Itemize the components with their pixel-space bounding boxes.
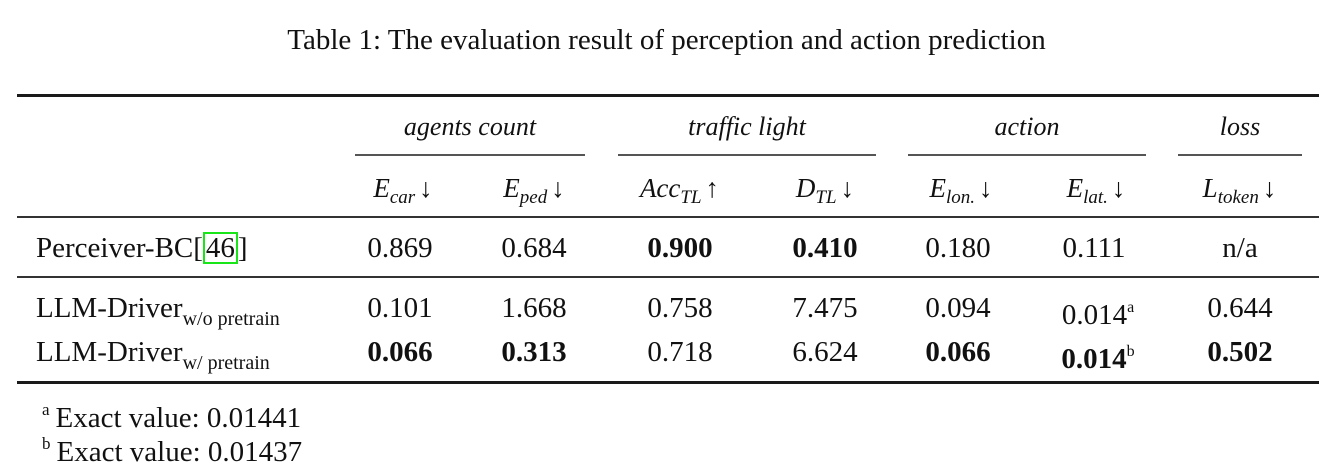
down-arrow-icon: ↓: [1262, 173, 1277, 203]
column-header-acc-tl: AccTL ↑: [639, 173, 720, 208]
column-header-d-tl: DTL ↓: [795, 173, 855, 208]
group-header-action: action: [994, 112, 1060, 141]
column-header-e-lon: Elon. ↓: [929, 173, 993, 208]
column-header-e-car: Ecar ↓: [373, 173, 433, 208]
cmidrule-loss: [1178, 154, 1302, 156]
bottom-rule: [17, 381, 1319, 384]
down-arrow-icon: ↓: [1111, 173, 1126, 203]
cell-perceiver-acc-tl: 0.900: [647, 232, 713, 264]
cell-wo-e-lon: 0.094: [925, 292, 991, 324]
top-rule: [17, 94, 1319, 97]
header-rule: [17, 216, 1319, 218]
cell-w-l-token: 0.502: [1207, 336, 1273, 368]
cell-wo-d-tl: 7.475: [792, 292, 858, 324]
column-header-l-token: Ltoken ↓: [1202, 173, 1277, 208]
cell-w-acc-tl: 0.718: [647, 336, 713, 368]
row-label-llm-driver-w-pretrain: LLM-Driverw/ pretrain: [36, 336, 270, 374]
down-arrow-icon: ↓: [551, 173, 565, 203]
cell-perceiver-e-ped: 0.684: [501, 232, 567, 264]
cmidrule-traffic-light: [618, 154, 876, 156]
group-header-loss: loss: [1219, 112, 1261, 141]
group-header-agents-count: agents count: [403, 112, 537, 141]
cell-w-e-car: 0.066: [367, 336, 433, 368]
down-arrow-icon: ↓: [419, 173, 433, 203]
cell-wo-acc-tl: 0.758: [647, 292, 713, 324]
down-arrow-icon: ↓: [979, 173, 993, 203]
column-header-e-ped: Eped ↓: [503, 173, 565, 208]
group-header-traffic-light: traffic light: [688, 112, 806, 141]
cell-wo-e-ped: 1.668: [501, 292, 567, 324]
cmidrule-agents-count: [355, 154, 585, 156]
footnote-mark-a: a: [1127, 299, 1135, 316]
cell-w-e-lat: 0.014b: [1061, 343, 1135, 375]
cell-w-e-lon: 0.066: [925, 336, 991, 368]
cell-wo-l-token: 0.644: [1207, 292, 1273, 324]
cmidrule-action: [908, 154, 1146, 156]
cell-wo-e-car: 0.101: [367, 292, 433, 324]
cell-perceiver-e-lat: 0.111: [1062, 232, 1126, 264]
cell-perceiver-l-token: n/a: [1222, 232, 1258, 264]
table-caption: Table 1: The evaluation result of percep…: [287, 24, 1046, 56]
cell-wo-e-lat: 0.014a: [1061, 299, 1135, 331]
footnote-b: b Exact value: 0.01437: [42, 434, 303, 468]
row-label-perceiver-bc: Perceiver-BC[46]: [36, 232, 248, 264]
column-header-e-lat: Elat. ↓: [1066, 173, 1126, 208]
cell-perceiver-e-car: 0.869: [367, 232, 433, 264]
footnote-mark-b: b: [1126, 343, 1135, 360]
mid-rule: [17, 276, 1319, 278]
cell-perceiver-e-lon: 0.180: [925, 232, 991, 264]
up-arrow-icon: ↑: [705, 173, 720, 203]
cell-w-d-tl: 6.624: [792, 336, 858, 368]
cell-perceiver-d-tl: 0.410: [792, 232, 858, 264]
cell-w-e-ped: 0.313: [501, 336, 567, 368]
footnote-a: a Exact value: 0.01441: [42, 400, 302, 434]
down-arrow-icon: ↓: [840, 173, 855, 203]
citation-link[interactable]: 46: [202, 232, 238, 264]
row-label-llm-driver-wo-pretrain: LLM-Driverw/o pretrain: [36, 292, 280, 330]
